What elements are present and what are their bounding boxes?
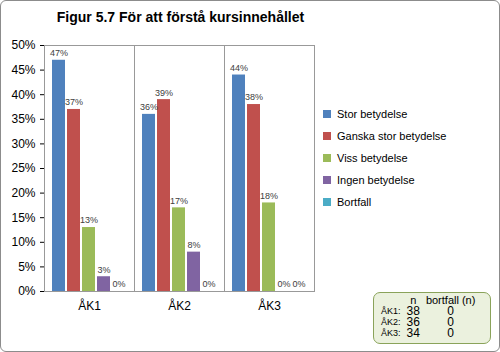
html-text:Bortfall: Bortfall — [337, 196, 372, 208]
svg-text:ÅK1: ÅK1 — [78, 298, 101, 313]
svg-text:38%: 38% — [245, 92, 263, 102]
svg-text:36%: 36% — [140, 102, 158, 112]
svg-text:30%: 30% — [11, 137, 35, 151]
html-text:bortfall (n): bortfall (n) — [425, 294, 476, 306]
svg-text:44%: 44% — [230, 63, 248, 73]
html-text:ÅK1:: ÅK1: — [381, 306, 401, 316]
svg-text:ÅK2: ÅK2 — [168, 298, 191, 313]
html-text:38: 38 — [406, 304, 420, 318]
html-text:Viss betydelse: Viss betydelse — [337, 152, 408, 164]
svg-text:13%: 13% — [80, 215, 98, 225]
html-text:0: 0 — [447, 326, 454, 340]
html-text:0: 0 — [447, 304, 454, 318]
svg-text:18%: 18% — [260, 191, 278, 201]
html-text:ÅK3:: ÅK3: — [381, 328, 401, 338]
svg-text:15%: 15% — [11, 211, 35, 225]
svg-text:39%: 39% — [155, 88, 173, 98]
svg-text:35%: 35% — [11, 112, 35, 126]
svg-text:0%: 0% — [202, 279, 215, 289]
svg-text:25%: 25% — [11, 161, 35, 175]
html-text:Figur 5.7 För att förstå kursi: Figur 5.7 För att förstå kursinnehållet — [56, 9, 305, 25]
html-text:ÅK2:: ÅK2: — [381, 317, 401, 327]
svg-text:0%: 0% — [277, 279, 290, 289]
svg-text:0%: 0% — [112, 279, 125, 289]
html-text:Ganska stor betydelse: Ganska stor betydelse — [337, 130, 447, 142]
html-text:36: 36 — [406, 315, 420, 329]
svg-text:10%: 10% — [11, 235, 35, 249]
html-text:Ingen betydelse: Ingen betydelse — [337, 174, 415, 186]
html-text:0: 0 — [447, 315, 454, 329]
svg-text:37%: 37% — [65, 97, 83, 107]
svg-text:20%: 20% — [11, 186, 35, 200]
svg-text:ÅK3: ÅK3 — [258, 298, 281, 313]
svg-text:0%: 0% — [292, 279, 305, 289]
svg-text:50%: 50% — [11, 38, 35, 52]
svg-text:17%: 17% — [170, 196, 188, 206]
svg-text:45%: 45% — [11, 63, 35, 77]
html-text:n: n — [410, 294, 417, 306]
svg-text:47%: 47% — [50, 48, 68, 58]
html-text:34: 34 — [406, 326, 420, 340]
svg-text:3%: 3% — [97, 265, 110, 275]
svg-text:0%: 0% — [18, 284, 36, 298]
svg-text:40%: 40% — [11, 88, 35, 102]
svg-text:8%: 8% — [187, 240, 200, 250]
html-text:Stor betydelse: Stor betydelse — [337, 108, 408, 120]
svg-text:5%: 5% — [18, 260, 36, 274]
